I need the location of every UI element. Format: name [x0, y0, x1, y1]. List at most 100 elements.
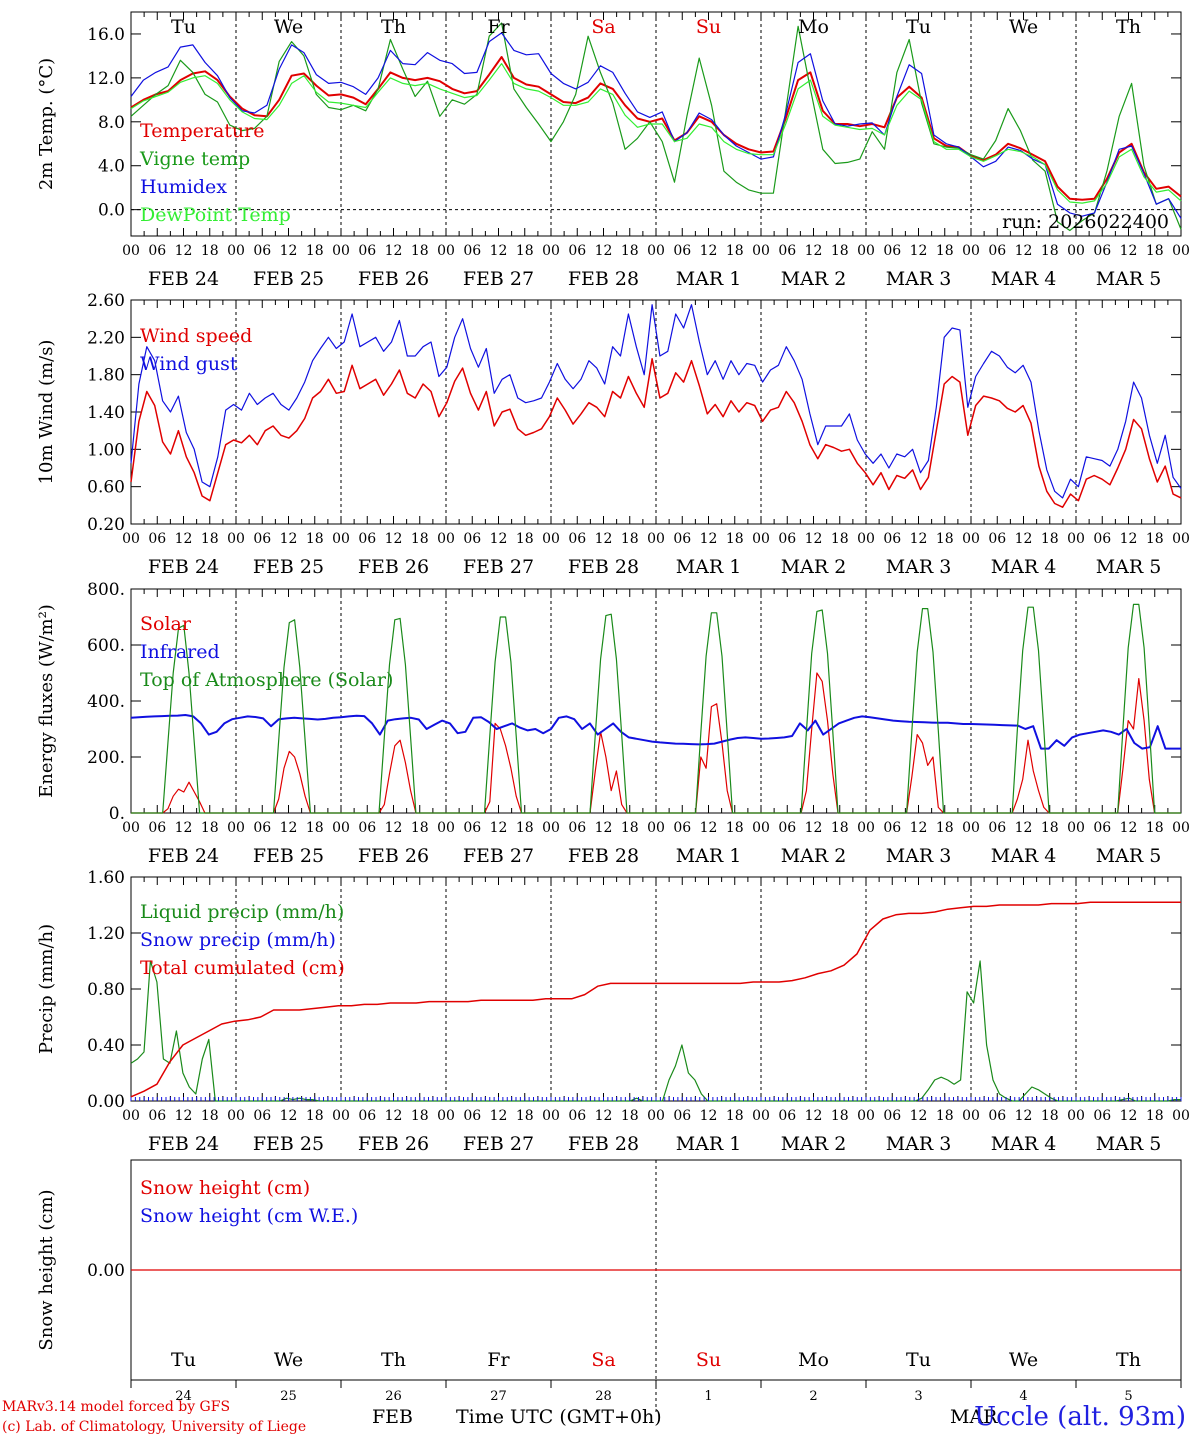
hour-label: 00 — [857, 820, 875, 836]
hour-label: 18 — [306, 531, 324, 547]
hour-label: 12 — [1120, 820, 1138, 836]
hour-label: 06 — [988, 820, 1006, 836]
hour-label: 06 — [463, 820, 481, 836]
hour-label: 18 — [621, 1108, 639, 1124]
legend-entry: Top of Atmosphere (Solar) — [140, 669, 393, 691]
date-label: MAR 5 — [1096, 556, 1162, 578]
hour-label: 06 — [1093, 820, 1111, 836]
day-name: Su — [696, 16, 721, 38]
hour-label: 00 — [227, 243, 245, 259]
hour-label: 00 — [1172, 1108, 1190, 1124]
hour-label: 12 — [805, 531, 823, 547]
date-label: MAR 2 — [781, 268, 847, 290]
hour-label: 00 — [647, 531, 665, 547]
legend-entry: Snow height (cm) — [140, 1177, 310, 1199]
date-label: MAR 3 — [886, 1133, 952, 1155]
series-temperature — [130, 56, 1182, 201]
hour-label: 06 — [253, 1108, 271, 1124]
hour-label: 18 — [1146, 243, 1164, 259]
date-label: FEB 24 — [148, 268, 219, 290]
series-infrared — [130, 714, 1181, 750]
hour-label: 00 — [752, 243, 770, 259]
day-name: Tu — [906, 16, 931, 38]
hour-label: 18 — [1041, 243, 1059, 259]
hour-label: 12 — [490, 1108, 508, 1124]
hour-label: 00 — [122, 820, 140, 836]
hour-label: 12 — [1015, 820, 1033, 836]
hour-label: 00 — [647, 820, 665, 836]
hour-label: 18 — [936, 1108, 954, 1124]
day-number: 5 — [1124, 1389, 1132, 1404]
day-name: Tu — [906, 1349, 931, 1371]
day-name: Sa — [591, 16, 615, 38]
hour-label: 12 — [595, 243, 613, 259]
legend-entry: Total cumulated (cm) — [140, 957, 345, 979]
panel-2: 0.20 0.60 1.00 1.40 1.80 2.20 2.60 10m Wind (m/… — [36, 291, 1190, 578]
date-label: MAR 4 — [991, 1133, 1057, 1155]
hour-label: 06 — [148, 243, 166, 259]
y-tick-label: 0.40 — [87, 1036, 125, 1056]
hour-label: 06 — [778, 531, 796, 547]
hour-label: 00 — [857, 243, 875, 259]
day-name: Mo — [798, 1349, 829, 1371]
day-name: We — [274, 16, 303, 38]
hour-label: 12 — [910, 820, 928, 836]
date-label: FEB 27 — [463, 1133, 534, 1155]
date-label: FEB 24 — [148, 845, 219, 867]
hour-label: 06 — [568, 820, 586, 836]
legend-entry: Infrared — [140, 641, 220, 663]
day-number: 1 — [704, 1389, 712, 1404]
hour-label: 00 — [542, 531, 560, 547]
time-axis-label: Time UTC (GMT+0h) — [456, 1406, 662, 1428]
day-name: Th — [1116, 1349, 1141, 1371]
hour-label: 00 — [857, 531, 875, 547]
day-number: 28 — [595, 1389, 612, 1404]
date-label: MAR 2 — [781, 1133, 847, 1155]
month-label-mar: MAR — [950, 1406, 998, 1428]
hour-label: 06 — [1093, 1108, 1111, 1124]
hour-label: 00 — [227, 1108, 245, 1124]
hour-label: 18 — [726, 820, 744, 836]
hour-label: 18 — [621, 243, 639, 259]
date-label: MAR 3 — [886, 268, 952, 290]
y-tick-label: 1.80 — [87, 366, 125, 386]
hour-label: 18 — [516, 243, 534, 259]
hour-label: 12 — [805, 1108, 823, 1124]
hour-label: 18 — [726, 1108, 744, 1124]
date-label: MAR 1 — [676, 556, 742, 578]
hour-label: 00 — [227, 820, 245, 836]
hour-label: 00 — [1172, 531, 1190, 547]
y-tick-label: 1.40 — [87, 403, 125, 423]
station-name: Uccle (alt. 93m) — [974, 1402, 1186, 1432]
hour-label: 00 — [752, 1108, 770, 1124]
date-label: FEB 28 — [568, 845, 639, 867]
hour-label: 06 — [463, 243, 481, 259]
series-top-of-atmosphere-solar- — [131, 603, 1181, 814]
series-humidex — [130, 32, 1182, 219]
date-label: MAR 5 — [1096, 268, 1162, 290]
date-label: FEB 24 — [148, 556, 219, 578]
hour-label: 00 — [1067, 531, 1085, 547]
hour-label: 18 — [201, 820, 219, 836]
hour-label: 12 — [595, 820, 613, 836]
series-wind-speed — [130, 358, 1182, 508]
hour-label: 18 — [411, 1108, 429, 1124]
date-label: MAR 4 — [991, 268, 1057, 290]
panel-5: 0.00 Snow height (cm) Snow height (cm) Snow… — [36, 1159, 1182, 1412]
hour-label: 18 — [1041, 1108, 1059, 1124]
hour-label: 00 — [962, 1108, 980, 1124]
hour-label: 18 — [411, 820, 429, 836]
hour-label: 12 — [1015, 531, 1033, 547]
hour-label: 00 — [752, 531, 770, 547]
legend-entry: Snow precip (mm/h) — [140, 929, 336, 951]
date-label: FEB 25 — [253, 845, 324, 867]
legend-entry: DewPoint Temp — [140, 204, 291, 226]
hour-label: 12 — [1015, 1108, 1033, 1124]
hour-label: 12 — [385, 531, 403, 547]
series-dewpoint-temp — [130, 62, 1182, 204]
hour-label: 06 — [1093, 531, 1111, 547]
date-label: FEB 28 — [568, 556, 639, 578]
hour-label: 18 — [726, 243, 744, 259]
y-tick-label: 0.00 — [87, 1092, 125, 1112]
